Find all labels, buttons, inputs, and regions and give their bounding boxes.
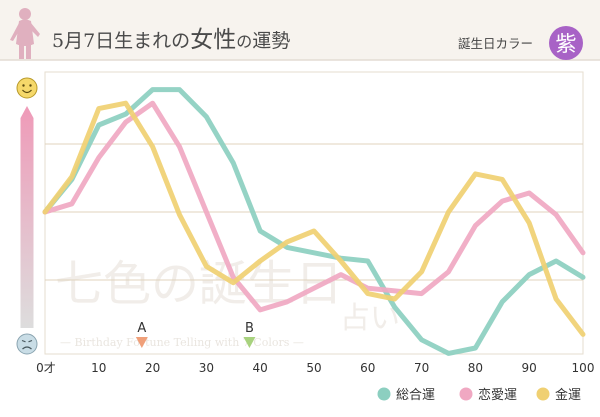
birth-color-badge [549, 26, 583, 60]
watermark: 七色の誕生日 占い — Birthday Fortune Telling wit… [55, 256, 400, 349]
marker-arrow-a [135, 337, 148, 348]
series-line-0 [42, 87, 586, 356]
legend-swatch-1 [459, 387, 473, 401]
legend-label-0: 総合運 [396, 388, 435, 403]
watermark-tagline: — Birthday Fortune Telling with 7 Colors… [60, 336, 304, 349]
page-title: 5月7日生まれの女性の運勢 [52, 27, 290, 53]
x-tick-0: 0才 [36, 361, 56, 375]
series-line-2 [42, 100, 586, 337]
marker-arrow-b [243, 337, 256, 348]
x-tick-80: 80 [468, 361, 483, 375]
marker-label-b: B [245, 321, 254, 336]
x-tick-100: 100 [572, 361, 595, 375]
legend-swatch-0 [377, 387, 391, 401]
legend: 総合運 恋愛運 金運 [377, 387, 581, 403]
watermark-subtitle: 占い [340, 301, 400, 336]
x-tick-20: 20 [145, 361, 160, 375]
title-particle-part: の [236, 32, 252, 51]
x-tick-labels: 0才 10 20 30 40 50 60 70 80 90 100 [36, 361, 594, 375]
x-tick-90: 90 [522, 361, 537, 375]
x-tick-30: 30 [199, 361, 214, 375]
x-tick-50: 50 [306, 361, 321, 375]
series-lines [42, 87, 586, 356]
birth-color-name: 紫 [556, 32, 577, 56]
watermark-title: 七色の誕生日 [55, 256, 343, 312]
mood-scale-bar [20, 106, 34, 328]
title-emphasis-part: 女性 [190, 27, 236, 53]
title-date-part: 5月7日生まれの [52, 30, 190, 52]
happy-face-icon [16, 77, 38, 99]
legend-label-2: 金運 [555, 387, 581, 403]
x-tick-40: 40 [253, 361, 268, 375]
sad-face-icon [16, 333, 38, 355]
title-fortune-part: 運勢 [252, 30, 290, 52]
x-tick-70: 70 [414, 361, 429, 375]
legend-swatch-2 [536, 387, 550, 401]
x-tick-10: 10 [91, 361, 106, 375]
woman-silhouette-icon [10, 8, 40, 59]
legend-label-1: 恋愛運 [478, 387, 517, 403]
header-band [0, 0, 600, 60]
birth-color-label: 誕生日カラー [458, 36, 533, 51]
x-tick-60: 60 [360, 361, 375, 375]
marker-label-a: A [137, 321, 146, 336]
